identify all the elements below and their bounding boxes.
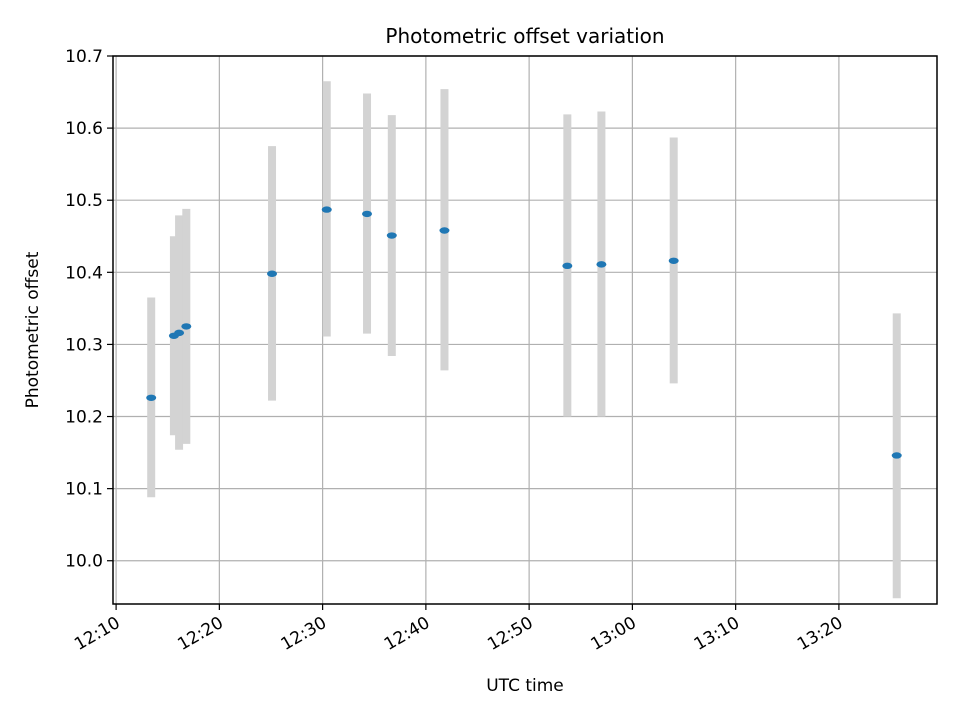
data-point — [891, 452, 902, 459]
y-tick-label: 10.5 — [65, 191, 103, 211]
y-tick-label: 10.4 — [65, 263, 103, 283]
data-points — [146, 206, 902, 459]
data-point — [562, 262, 573, 270]
data-point — [174, 329, 185, 337]
x-axis-label: UTC time — [486, 676, 564, 696]
data-point — [439, 227, 450, 234]
data-point — [267, 270, 278, 277]
data-point — [362, 210, 373, 218]
data-point — [386, 232, 397, 239]
chart-title: Photometric offset variation — [385, 24, 664, 48]
y-tick-label: 10.6 — [65, 119, 103, 139]
y-tick-label: 10.0 — [65, 552, 103, 572]
grid — [113, 55, 937, 604]
data-point — [321, 206, 332, 213]
y-tick-label: 10.2 — [65, 408, 103, 428]
data-point — [181, 323, 192, 330]
y-tick-label: 10.1 — [65, 480, 103, 500]
data-point — [146, 394, 157, 401]
y-axis-label: Photometric offset — [23, 251, 43, 408]
data-point — [668, 257, 679, 264]
y-tick-label: 10.7 — [65, 47, 103, 67]
plot-frame — [112, 55, 938, 605]
y-tick-label: 10.3 — [65, 335, 103, 355]
data-point — [596, 261, 607, 268]
